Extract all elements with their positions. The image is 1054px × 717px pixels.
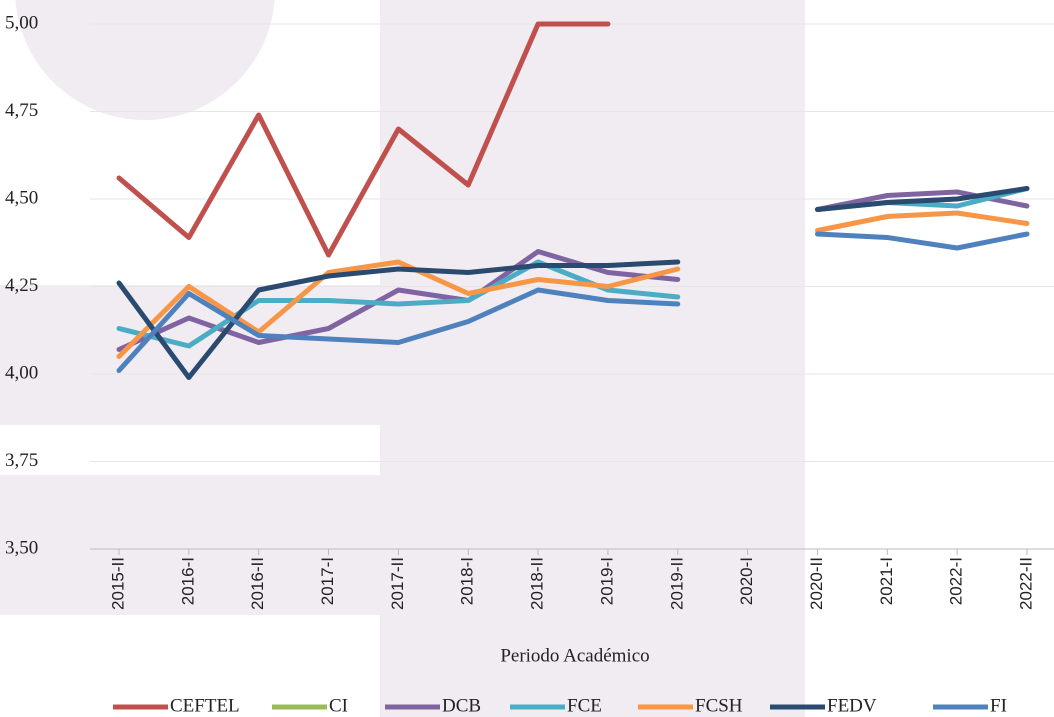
x-tick-label: 2017-II <box>388 557 407 610</box>
x-tick-label: 2018-II <box>528 557 547 610</box>
legend-label: CEFTEL <box>170 695 240 716</box>
x-tick-label: 2022-I <box>947 557 966 605</box>
y-tick-label: 3,50 <box>5 537 38 558</box>
legend-label: FI <box>990 695 1007 716</box>
line-series <box>814 231 1030 251</box>
x-tick-label: 2015-II <box>108 557 127 610</box>
y-tick-label: 5,00 <box>5 12 38 33</box>
y-tick-label: 4,75 <box>5 100 38 121</box>
line-series <box>814 210 1030 233</box>
x-tick-label: 2020-I <box>737 557 756 605</box>
line-series <box>116 259 681 359</box>
bg-strip <box>0 285 380 425</box>
legend-label: CI <box>329 695 348 716</box>
bg-strip <box>0 475 380 615</box>
bg-band <box>380 0 805 717</box>
x-tick-label: 2020-II <box>807 557 826 610</box>
legend-label: FCSH <box>695 695 743 716</box>
y-tick-label: 4,25 <box>5 275 38 296</box>
line-series <box>116 287 681 373</box>
line-series <box>116 259 681 380</box>
line-series <box>116 259 681 349</box>
legend-label: FEDV <box>827 695 877 716</box>
x-tick-label: 2016-I <box>178 557 197 605</box>
x-tick-label: 2016-II <box>248 557 267 610</box>
line-series <box>116 21 611 258</box>
line-series <box>814 186 1030 212</box>
x-tick-label: 2017-I <box>318 557 337 605</box>
x-axis-title: Periodo Académico <box>500 645 649 666</box>
legend-label: FCE <box>567 695 602 716</box>
legend-label: DCB <box>442 695 481 716</box>
background <box>0 0 805 717</box>
x-tick-label: 2022-II <box>1016 557 1035 610</box>
x-tick-label: 2021-I <box>877 557 896 605</box>
y-tick-label: 4,00 <box>5 362 38 383</box>
bg-circle <box>15 0 275 120</box>
x-tick-label: 2019-I <box>597 557 616 605</box>
x-tick-label: 2019-II <box>667 557 686 610</box>
x-tick-label: 2018-I <box>458 557 477 605</box>
y-tick-label: 4,50 <box>5 187 38 208</box>
y-tick-label: 3,75 <box>5 450 38 471</box>
